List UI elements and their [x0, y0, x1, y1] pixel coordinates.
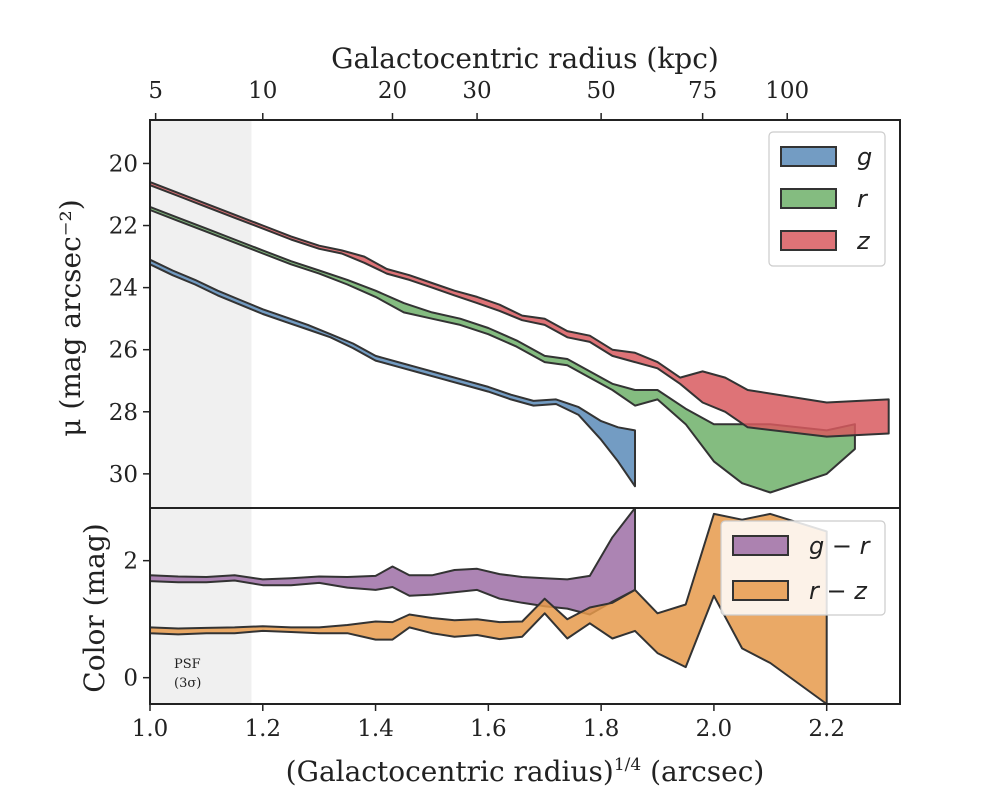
- top-kpc-tick-label: 75: [688, 78, 717, 104]
- top-kpc-tick-label: 10: [248, 78, 277, 104]
- bottom-y-tick-label: 2: [123, 549, 138, 575]
- psf-label: PSF: [174, 657, 201, 672]
- top-kpc-tick-label: 30: [462, 78, 491, 104]
- bottom-panel-frame: [149, 507, 901, 705]
- bottom-x-tick-label: 2.0: [696, 716, 733, 742]
- legend-swatch: [780, 146, 837, 167]
- bottom-y-axis-title: Color (mag): [78, 523, 111, 692]
- top-x-axis-title: Galactocentric radius (kpc): [331, 42, 719, 75]
- top-y-tick-label: 28: [109, 400, 138, 426]
- top-y-tick-label: 26: [109, 338, 138, 364]
- top-legend: grz: [768, 131, 886, 267]
- bottom-y-tick-label: 0: [123, 666, 138, 692]
- bottom-x-tick-label: 1.6: [470, 716, 507, 742]
- bottom-x-axis-title: (Galactocentric radius)1/4 (arcsec): [286, 755, 765, 788]
- top-y-ticks: 20 22 24 26 28 30: [109, 151, 150, 488]
- top-kpc-tick-label: 50: [586, 78, 615, 104]
- top-kpc-ticks: 5 10 20 30 50 75 100: [148, 78, 809, 120]
- top-y-axis-title: μ (mag arcsec⁻²): [54, 199, 87, 436]
- top-y-tick-label: 30: [109, 462, 138, 488]
- top-kpc-tick-label: 20: [378, 78, 407, 104]
- bottom-legend: g − r r − z: [720, 520, 886, 616]
- bottom-x-tick-label: 1.4: [357, 716, 394, 742]
- psf-sublabel: (3σ): [174, 676, 201, 691]
- legend-swatch: [780, 188, 837, 209]
- legend-label: r: [857, 185, 869, 213]
- legend-swatch: [732, 535, 789, 556]
- psf-region-bottom: [150, 508, 252, 704]
- bottom-x-ticks: 1.0 1.2 1.4 1.6 1.8 2.0 2.2: [132, 704, 845, 742]
- legend-label: g: [857, 143, 872, 171]
- surface-brightness-bands: [149, 181, 890, 494]
- mu-band-0: [149, 258, 636, 488]
- top-y-tick-label: 24: [109, 276, 138, 302]
- top-kpc-tick-label: 5: [148, 78, 163, 104]
- bottom-x-tick-label: 1.0: [132, 716, 169, 742]
- legend-swatch: [780, 230, 837, 251]
- mu-band-1: [149, 205, 856, 494]
- legend-label: g − r: [809, 532, 872, 560]
- psf-region-top: [150, 120, 252, 508]
- top-y-tick-label: 20: [109, 151, 138, 177]
- legend-swatch: [732, 580, 789, 601]
- legend-label: z: [856, 227, 871, 255]
- top-y-tick-label: 22: [109, 214, 138, 240]
- bottom-x-tick-label: 2.2: [808, 716, 845, 742]
- bottom-x-tick-label: 1.8: [583, 716, 620, 742]
- bottom-y-ticks: 02: [123, 549, 150, 692]
- legend-label: r − z: [809, 577, 868, 605]
- bottom-x-tick-label: 1.2: [244, 716, 281, 742]
- mu-band-2: [149, 181, 890, 438]
- top-kpc-tick-label: 100: [765, 78, 809, 104]
